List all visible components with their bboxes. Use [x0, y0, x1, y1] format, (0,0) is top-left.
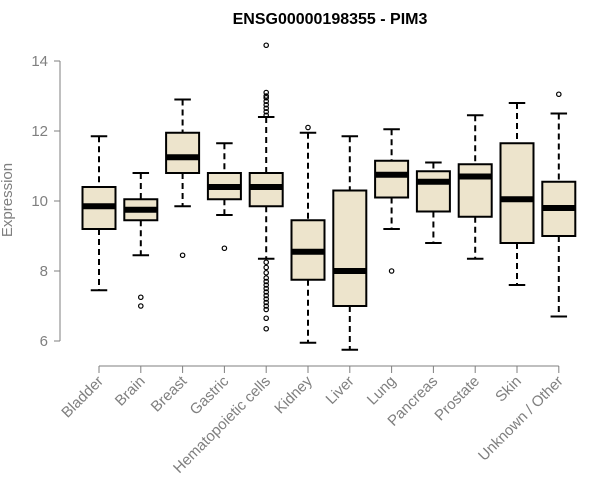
x-tick-label: Kidney: [271, 372, 316, 417]
iqr-box: [415, 170, 451, 213]
iqr-box: [165, 131, 201, 174]
iqr-box: [499, 142, 535, 244]
y-tick-label: 8: [40, 263, 48, 280]
outlier-point: [179, 252, 186, 259]
x-tick-label: Lung: [364, 373, 400, 409]
box-group: [457, 114, 493, 260]
x-tick-label: Brain: [112, 373, 149, 410]
outlier-point: [263, 292, 270, 299]
x-tick-label: Bladder: [58, 373, 107, 422]
iqr-box: [332, 189, 368, 307]
x-tick-label: Breast: [148, 372, 191, 415]
outlier-point: [263, 108, 270, 115]
outlier-point: [263, 275, 270, 281]
outlier-point: [263, 112, 270, 119]
outlier-point: [263, 105, 270, 112]
outlier-point: [555, 91, 562, 98]
outlier-point: [263, 94, 270, 101]
outlier-point: [263, 299, 270, 306]
outlier-point: [263, 282, 270, 288]
iqr-box: [374, 159, 410, 199]
box-group: [499, 102, 535, 286]
box-group: [206, 142, 242, 252]
outlier-point: [263, 285, 270, 292]
y-tick-label: 6: [40, 333, 48, 350]
outlier-point: [221, 245, 228, 252]
outlier-point: [263, 278, 270, 285]
outlier-point: [263, 303, 270, 309]
box-group: [123, 172, 159, 309]
box-group: [332, 135, 368, 351]
outlier-point: [263, 269, 270, 276]
outlier-point: [263, 315, 270, 322]
boxes-layer: [81, 42, 577, 351]
box-group: [541, 91, 577, 318]
box-group: [165, 98, 201, 259]
outlier-point: [263, 325, 270, 332]
chart-title: ENSG00000198355 - PIM3: [233, 11, 428, 28]
outlier-point: [263, 42, 270, 49]
iqr-box: [457, 163, 493, 218]
x-tick-label: Prostate: [431, 373, 483, 425]
outlier-point: [388, 268, 395, 274]
x-tick-label: Liver: [323, 373, 358, 408]
box-group: [415, 161, 451, 244]
outlier-point: [263, 93, 270, 99]
outlier-point: [138, 294, 144, 301]
outlier-point: [138, 303, 144, 309]
y-axis-label: Expression: [0, 163, 16, 237]
outlier-point: [263, 98, 270, 105]
y-tick-label: 12: [31, 123, 48, 140]
box-group: [248, 42, 284, 332]
outlier-point: [263, 259, 270, 266]
box-group: [374, 128, 410, 274]
box-group: [290, 124, 326, 344]
outlier-point: [263, 89, 270, 96]
outlier-point: [263, 289, 270, 295]
outlier-point: [263, 101, 270, 108]
y-tick-label: 10: [31, 193, 48, 210]
outlier-point: [305, 124, 311, 131]
y-axis: 6 8 10 12 14: [31, 53, 61, 350]
box-group: [81, 135, 117, 292]
x-tick-label: Skin: [492, 373, 525, 406]
outlier-point: [263, 306, 270, 313]
y-tick-label: 14: [31, 53, 48, 70]
outlier-point: [263, 296, 270, 302]
outlier-point: [263, 264, 270, 271]
